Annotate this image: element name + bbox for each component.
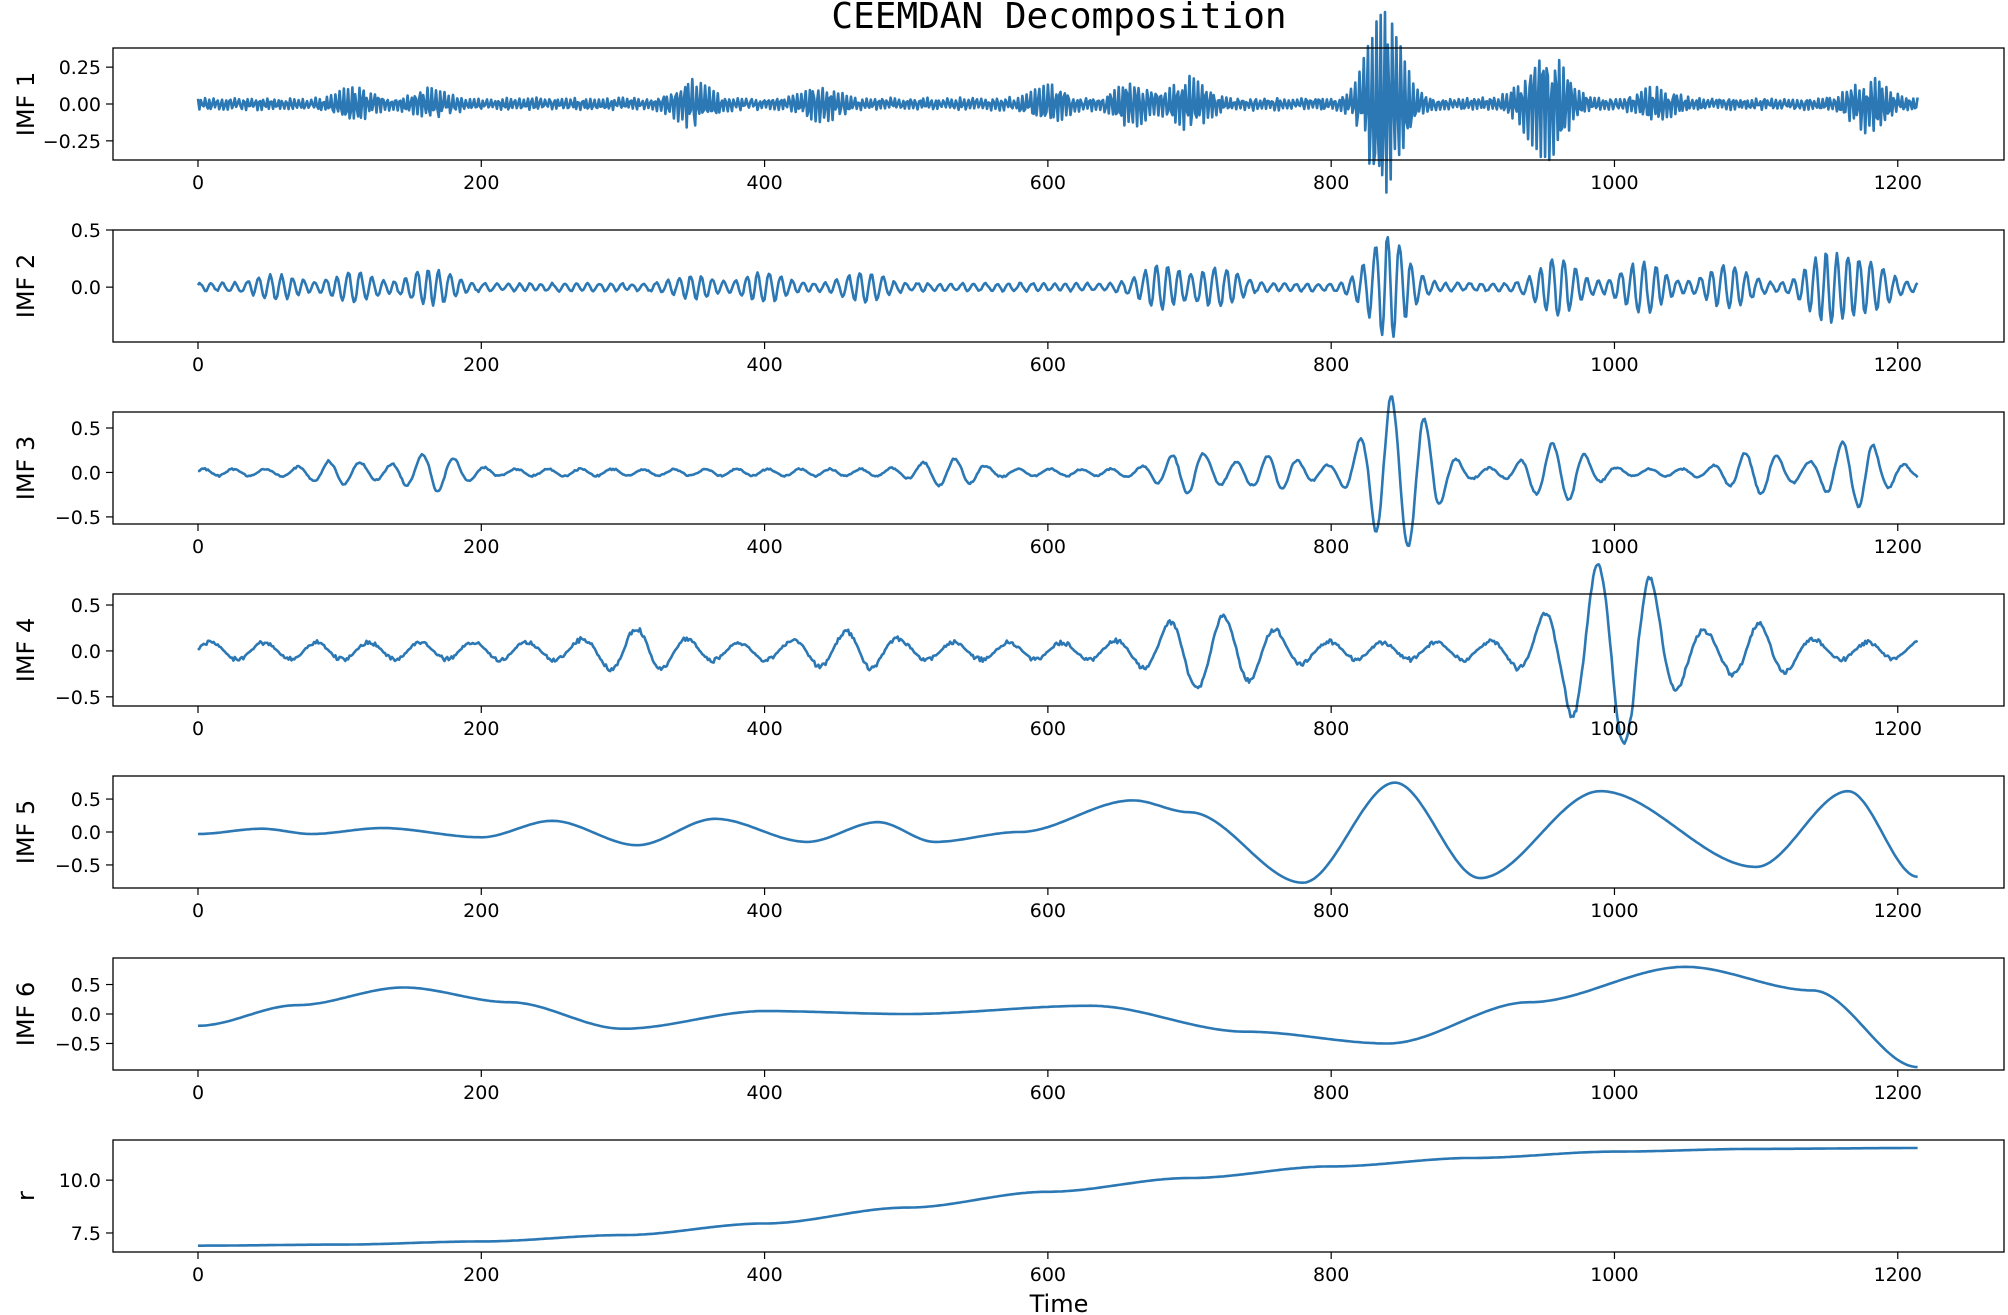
x-tick-label: 1200 [1874,536,1922,558]
series-line [196,10,1919,194]
subplot-7: 0 200 400 600 800 1000 1200 10.0 7.5 r [12,1139,2005,1286]
y-tick-label: 0.0 [71,641,101,663]
y-axis-label: IMF 2 [12,254,40,319]
x-tick-label: 800 [1313,1082,1349,1104]
axes-frame [112,957,2005,1071]
x-tick-label: 200 [463,900,499,922]
series-line [196,235,1919,338]
y-tick-label: 0.5 [71,418,101,440]
series-line [197,781,1918,884]
x-tick-label: 800 [1313,354,1349,376]
x-tick-label: 200 [463,536,499,558]
subplot-2: 0 200 400 600 800 1000 1200 0.5 0.0 IMF 2 [12,220,2005,376]
subplot-5: 0 200 400 600 800 1000 1200 0.5 0.0 −0.5 IMF 5 [12,775,2005,922]
x-tick-label: 600 [1030,718,1066,740]
x-tick-label: 1000 [1590,536,1638,558]
x-axis-label: Time [1029,1290,1089,1315]
x-tick-label: 1000 [1590,172,1638,194]
x-tick-label: 0 [192,1264,204,1286]
y-tick-label: −0.5 [55,855,101,877]
x-tick-label: 800 [1313,718,1349,740]
y-tick-label: 10.0 [59,1170,101,1192]
x-tick-label: 600 [1030,172,1066,194]
subplot-3: 0 200 400 600 800 1000 1200 0.5 0.0 −0.5 IMF 3 [12,395,2005,558]
x-tick-label: 0 [192,718,204,740]
x-tick-label: 200 [463,1264,499,1286]
axes-frame [112,593,2005,707]
y-axis-label: IMF 3 [12,436,40,501]
x-tick-label: 600 [1030,1264,1066,1286]
y-axis-label: IMF 5 [12,800,40,865]
y-axis-label: IMF 6 [12,982,40,1047]
x-tick-label: 0 [192,900,204,922]
x-tick-label: 1200 [1874,354,1922,376]
x-tick-label: 1000 [1590,1082,1638,1104]
y-axis-label: IMF 1 [12,72,40,137]
x-tick-label: 800 [1313,900,1349,922]
y-tick-label: 7.5 [71,1223,101,1245]
x-tick-label: 400 [746,536,782,558]
x-tick-label: 400 [746,354,782,376]
x-tick-label: 1200 [1874,718,1922,740]
series-line [198,1146,1918,1247]
x-tick-label: 0 [192,354,204,376]
x-tick-label: 0 [192,536,204,558]
x-tick-label: 0 [192,1082,204,1104]
x-tick-label: 1200 [1874,1082,1922,1104]
y-tick-label: −0.5 [55,1033,101,1055]
y-tick-label: 0.5 [71,220,101,242]
x-tick-label: 400 [746,1082,782,1104]
x-tick-label: 400 [746,900,782,922]
subplot-4: 0 200 400 600 800 1000 1200 0.5 0.0 −0.5 IMF 4 [12,563,2005,745]
y-tick-label: 0.00 [59,94,101,116]
x-tick-label: 1000 [1590,900,1638,922]
x-tick-label: 800 [1313,172,1349,194]
x-tick-label: 1000 [1590,354,1638,376]
x-tick-label: 1200 [1874,1264,1922,1286]
axes-frame [112,775,2005,889]
y-tick-label: −0.25 [43,131,101,153]
x-tick-label: 1000 [1590,718,1638,740]
x-tick-label: 400 [746,172,782,194]
x-tick-label: 800 [1313,536,1349,558]
y-tick-label: 0.0 [71,277,101,299]
y-tick-label: 0.5 [71,789,101,811]
x-tick-label: 200 [463,354,499,376]
y-tick-label: −0.5 [55,507,101,529]
y-tick-label: 0.5 [71,595,101,617]
x-tick-label: 200 [463,718,499,740]
x-tick-label: 600 [1030,354,1066,376]
series-line [197,965,1918,1069]
y-tick-label: 0.5 [71,975,101,997]
y-tick-label: 0.25 [59,57,101,79]
subplot-6: 0 200 400 600 800 1000 1200 0.5 0.0 −0.5 IMF 6 [12,957,2005,1104]
y-axis-label: IMF 4 [12,618,40,683]
y-tick-label: 0.0 [71,462,101,484]
y-tick-label: 0.0 [71,1004,101,1026]
axes-frame [112,411,2005,525]
series-line [197,395,1919,548]
axes-frame [112,229,2005,343]
x-tick-label: 1200 [1874,172,1922,194]
y-tick-label: −0.5 [55,687,101,709]
x-tick-label: 0 [192,172,204,194]
x-tick-label: 600 [1030,1082,1066,1104]
chart-title: CEEMDAN Decomposition [831,0,1286,37]
x-tick-label: 200 [463,172,499,194]
x-tick-label: 800 [1313,1264,1349,1286]
x-tick-label: 600 [1030,900,1066,922]
x-tick-label: 200 [463,1082,499,1104]
axes-frame [112,1139,2005,1253]
y-tick-label: 0.0 [71,822,101,844]
x-tick-label: 400 [746,1264,782,1286]
series-line [197,563,1919,745]
y-axis-label: r [12,1191,40,1201]
x-tick-label: 400 [746,718,782,740]
x-tick-label: 1000 [1590,1264,1638,1286]
x-tick-label: 600 [1030,536,1066,558]
x-tick-label: 1200 [1874,900,1922,922]
